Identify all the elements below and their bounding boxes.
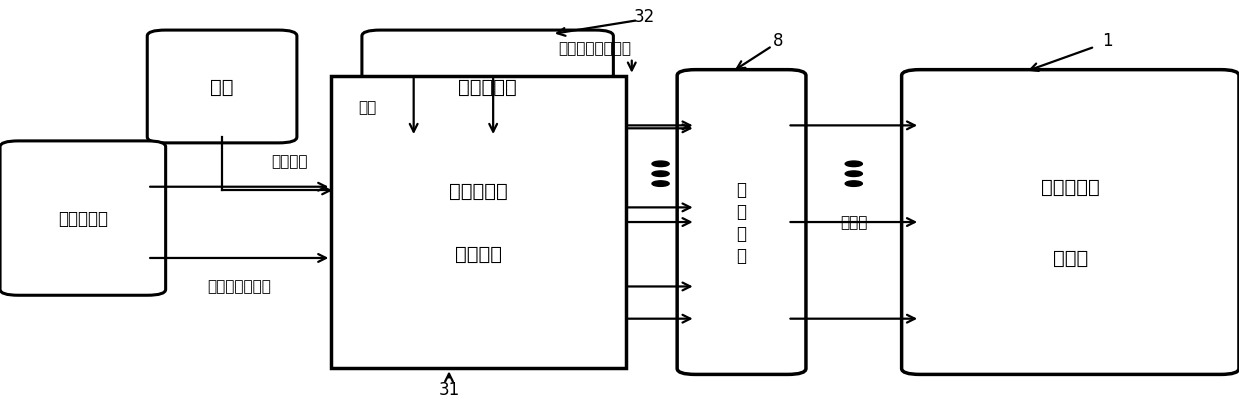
Text: 只读存储器: 只读存储器 (458, 78, 517, 97)
Circle shape (652, 162, 669, 167)
Text: 基带处理板: 基带处理板 (58, 210, 108, 227)
Text: 31: 31 (439, 380, 460, 398)
Text: 需要的波束角度: 需要的波束角度 (207, 278, 271, 294)
FancyBboxPatch shape (0, 142, 166, 296)
Circle shape (845, 162, 862, 167)
Text: 8: 8 (773, 32, 783, 50)
Text: 控
制
接
口: 控 制 接 口 (736, 180, 747, 265)
Text: 晶振: 晶振 (211, 78, 234, 97)
FancyBboxPatch shape (362, 31, 613, 144)
Circle shape (652, 181, 669, 187)
Text: 发阵列: 发阵列 (1053, 249, 1088, 267)
Text: 1: 1 (1101, 32, 1113, 50)
Text: 32: 32 (633, 8, 654, 26)
Text: 时钟信号: 时钟信号 (271, 154, 307, 169)
Text: 双向移相收: 双向移相收 (1041, 178, 1100, 196)
Circle shape (845, 172, 862, 177)
Circle shape (652, 172, 669, 177)
Text: 各个通道的控制字: 各个通道的控制字 (559, 41, 632, 56)
Text: 逻辑器件: 逻辑器件 (455, 245, 502, 263)
FancyBboxPatch shape (331, 77, 626, 369)
FancyBboxPatch shape (678, 71, 805, 375)
FancyBboxPatch shape (147, 31, 297, 144)
FancyBboxPatch shape (902, 71, 1239, 375)
Text: 现场可编程: 现场可编程 (449, 181, 508, 200)
Circle shape (845, 181, 862, 187)
Text: 地址: 地址 (358, 99, 377, 114)
Text: 控制字: 控制字 (840, 215, 867, 230)
